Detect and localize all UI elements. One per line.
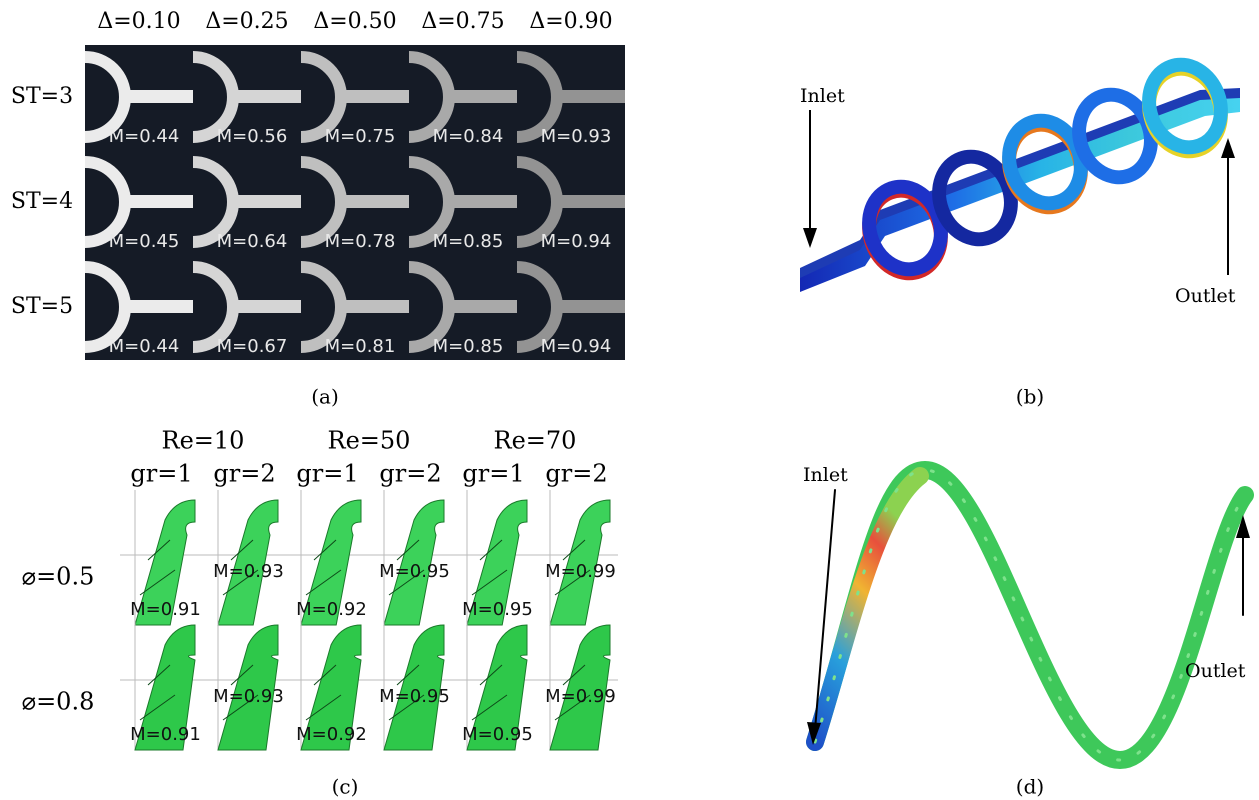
mixing-index: M=0.45 [109,231,180,252]
channel [555,195,625,208]
mixing-index: M=0.95 [379,686,450,707]
row-label: ST=4 [11,189,73,214]
channel [555,90,625,103]
column-header: Δ=0.50 [313,9,396,34]
channel [447,195,517,208]
mixing-index: M=0.75 [325,126,396,147]
mixing-index: M=0.44 [109,336,180,357]
channel [123,90,193,103]
mixing-index: M=0.56 [217,126,288,147]
figure: (a) (b) (c) (d) Inlet Outlet Inlet Outle… [0,0,1259,800]
mixing-index: M=0.91 [130,724,201,745]
mixing-index: M=0.85 [433,231,504,252]
channel [231,300,301,313]
channel [555,300,625,313]
gr-header: gr=2 [379,460,441,488]
gr-header: gr=2 [213,460,275,488]
mixing-index: M=0.95 [379,561,450,582]
channel [231,90,301,103]
mixing-index: M=0.94 [541,336,612,357]
mixing-index: M=0.99 [545,686,616,707]
gr-header: gr=2 [545,460,607,488]
channel [447,300,517,313]
mixing-index: M=0.81 [325,336,396,357]
mixing-index: M=0.84 [433,126,504,147]
re-header: Re=70 [494,427,577,455]
channel [123,195,193,208]
channel [339,195,409,208]
mixing-index: M=0.44 [109,126,180,147]
re-header: Re=50 [328,427,411,455]
column-header: Δ=0.10 [97,9,180,34]
panel-d-tube [807,470,1250,760]
mixing-index: M=0.93 [541,126,612,147]
channel [123,300,193,313]
mixing-index: M=0.93 [213,561,284,582]
channel [339,300,409,313]
mixing-index: M=0.64 [217,231,288,252]
row-label: ST=3 [11,84,73,109]
column-header: Δ=0.75 [421,9,504,34]
caption: (b) [1016,385,1044,409]
mixing-index: M=0.95 [462,724,533,745]
mixing-index: M=0.85 [433,336,504,357]
re-header: Re=10 [162,427,245,455]
caption: (d) [1016,775,1044,799]
mixing-index: M=0.94 [541,231,612,252]
outlet-label: Outlet [1185,660,1246,682]
channel [339,90,409,103]
mixing-index: M=0.92 [296,724,367,745]
mixing-index: M=0.95 [462,599,533,620]
mixing-index: M=0.91 [130,599,201,620]
row-label: ⌀=0.5 [22,563,95,591]
mixing-index: M=0.78 [325,231,396,252]
inlet-label: Inlet [803,464,848,486]
caption: (a) [311,385,339,409]
mixing-index: M=0.67 [217,336,288,357]
mixing-index: M=0.99 [545,561,616,582]
row-label: ⌀=0.8 [22,688,95,716]
channel [447,90,517,103]
row-label: ST=5 [11,294,73,319]
channel [231,195,301,208]
gr-header: gr=1 [296,460,358,488]
mixing-index: M=0.92 [296,599,367,620]
column-header: Δ=0.25 [205,9,288,34]
inlet-label: Inlet [800,85,845,107]
caption: (c) [332,775,359,799]
gr-header: gr=1 [462,460,524,488]
mixing-index: M=0.93 [213,686,284,707]
gr-header: gr=1 [130,460,192,488]
panel-b-device [800,55,1240,292]
outlet-label: Outlet [1175,285,1236,307]
column-header: Δ=0.90 [529,9,612,34]
